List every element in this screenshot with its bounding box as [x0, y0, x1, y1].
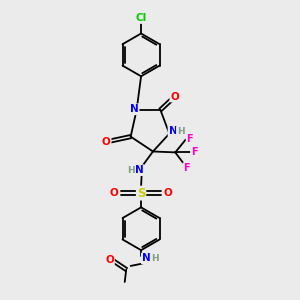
- Text: N: N: [142, 254, 151, 263]
- Text: F: F: [183, 163, 190, 173]
- Text: S: S: [137, 187, 145, 200]
- Text: O: O: [164, 188, 172, 198]
- Text: F: F: [187, 134, 193, 144]
- Text: N: N: [169, 126, 177, 136]
- Text: O: O: [105, 255, 114, 265]
- Text: H: H: [127, 166, 134, 175]
- Text: N: N: [135, 165, 144, 175]
- Text: Cl: Cl: [136, 13, 147, 23]
- Text: O: O: [102, 137, 111, 147]
- Text: H: H: [177, 127, 184, 136]
- Text: H: H: [151, 254, 158, 263]
- Text: F: F: [191, 147, 198, 158]
- Text: N: N: [130, 104, 139, 114]
- Text: O: O: [170, 92, 179, 101]
- Text: O: O: [110, 188, 119, 198]
